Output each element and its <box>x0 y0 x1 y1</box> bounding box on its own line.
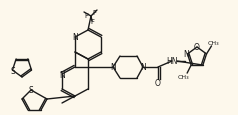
Text: N: N <box>59 70 65 79</box>
Text: N: N <box>72 33 78 42</box>
Text: F: F <box>92 10 96 16</box>
Text: F: F <box>90 19 94 25</box>
Text: CH₃: CH₃ <box>177 74 189 79</box>
Text: O: O <box>155 79 161 88</box>
Text: O: O <box>194 43 200 52</box>
Text: N: N <box>183 50 189 59</box>
Text: CH₃: CH₃ <box>208 41 219 46</box>
Text: S: S <box>29 86 33 95</box>
Text: N: N <box>140 63 146 72</box>
Text: S: S <box>10 66 15 75</box>
Text: HN: HN <box>166 57 178 66</box>
Text: N: N <box>110 63 116 72</box>
Text: F: F <box>84 13 88 19</box>
